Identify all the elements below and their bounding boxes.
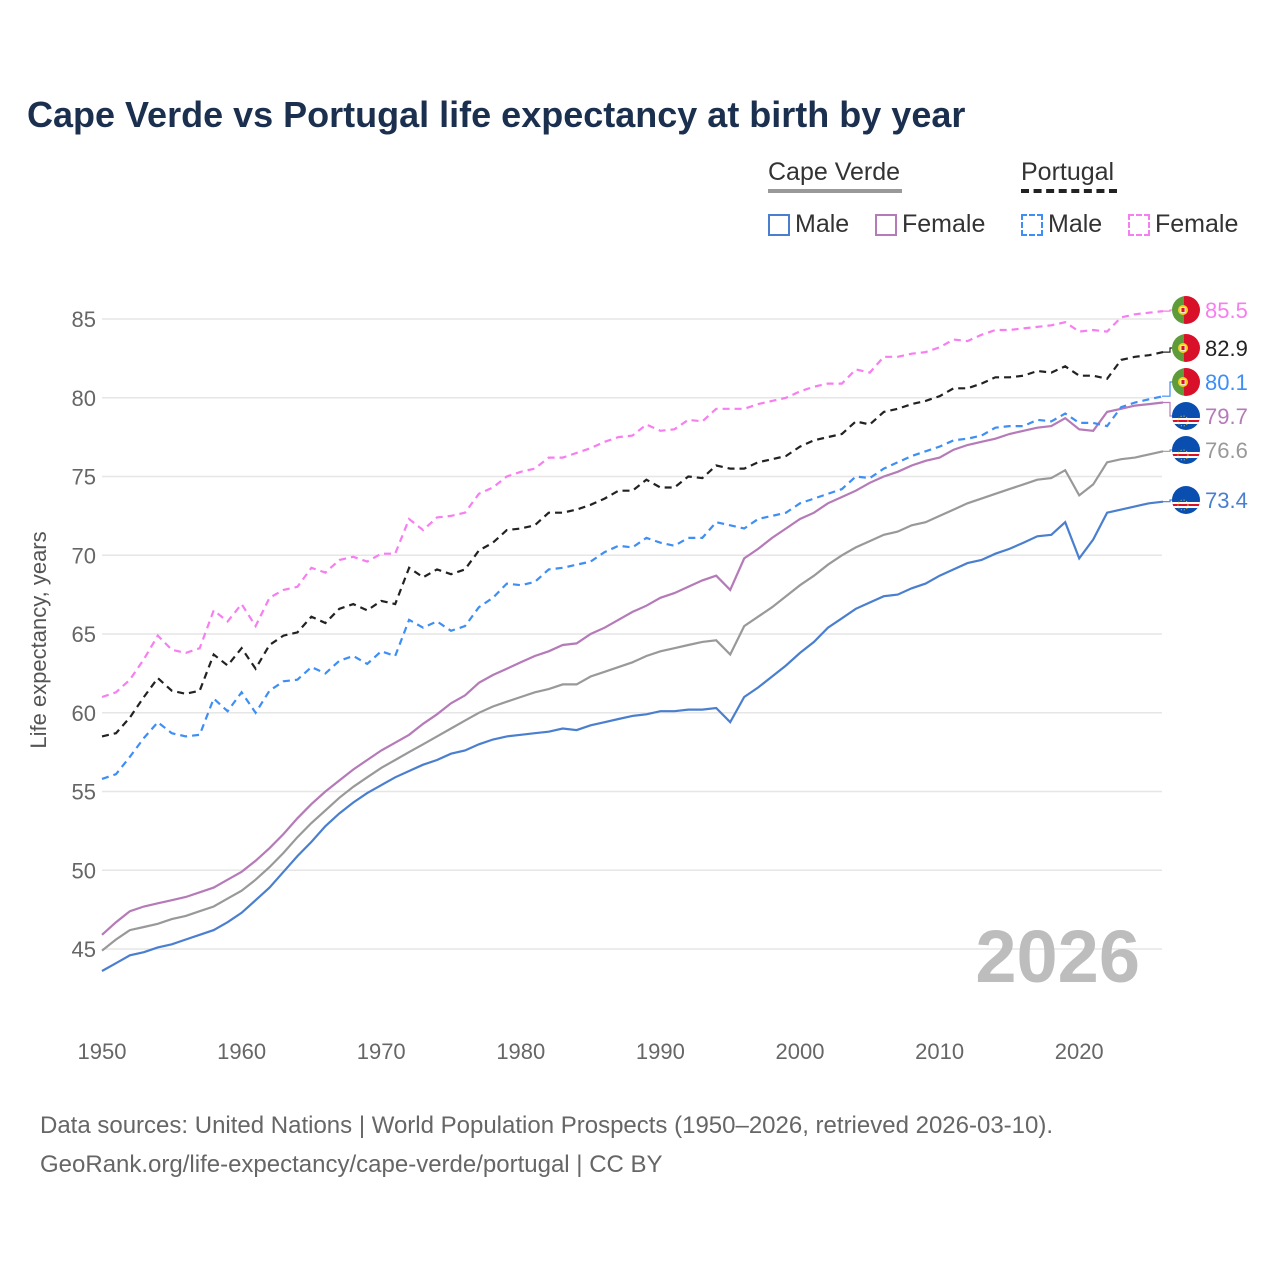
legend-label: Male bbox=[795, 210, 850, 238]
x-tick-label: 2000 bbox=[776, 1039, 825, 1064]
x-tick-label: 2020 bbox=[1055, 1039, 1104, 1064]
legend-swatch bbox=[875, 213, 897, 236]
year-watermark: 2026 bbox=[975, 915, 1140, 998]
y-tick-label: 60 bbox=[72, 701, 96, 726]
source-link[interactable]: GeoRank.org/life-expectancy/cape-verde/p… bbox=[40, 1151, 663, 1178]
x-tick-label: 1960 bbox=[217, 1039, 266, 1064]
legend-swatch bbox=[1021, 213, 1043, 236]
series-line-cv-male bbox=[101, 500, 1164, 972]
y-tick-label: 50 bbox=[72, 858, 96, 883]
x-tick-label: 1970 bbox=[357, 1039, 406, 1064]
series-line-pt-female bbox=[101, 310, 1164, 699]
y-tick-label: 70 bbox=[72, 543, 96, 568]
legend-group-portugal: Portugal bbox=[1021, 158, 1117, 193]
legend-label: Female bbox=[1155, 210, 1239, 238]
end-value-label-cv-total: 76.6 bbox=[1205, 438, 1248, 463]
series-line-cv-total bbox=[101, 450, 1164, 952]
y-tick-label: 75 bbox=[72, 465, 96, 490]
y-tick-label: 80 bbox=[72, 386, 96, 411]
y-tick-label: 55 bbox=[72, 780, 96, 805]
legend-group-cape-verde: Cape Verde bbox=[768, 158, 902, 193]
legend-swatch bbox=[768, 213, 790, 236]
cape-verde-flag-icon bbox=[1172, 486, 1200, 514]
x-tick-label: 2010 bbox=[915, 1039, 964, 1064]
x-tick-label: 1980 bbox=[496, 1039, 545, 1064]
y-axis-label: Life expectancy, years bbox=[26, 531, 51, 748]
legend-label: Female bbox=[902, 210, 986, 238]
legend-item-cv-male[interactable]: Male bbox=[768, 210, 849, 239]
portugal-flag-icon bbox=[1172, 296, 1200, 324]
end-value-label-pt-male: 80.1 bbox=[1205, 370, 1248, 395]
portugal-flag-icon bbox=[1172, 334, 1200, 362]
end-value-label-pt-female: 85.5 bbox=[1205, 298, 1248, 323]
y-tick-label: 45 bbox=[72, 937, 96, 962]
x-tick-label: 1950 bbox=[78, 1039, 127, 1064]
legend-item-pt-female[interactable]: Female bbox=[1128, 210, 1238, 239]
footer: Data sources: United Nations | World Pop… bbox=[40, 1106, 1053, 1184]
y-tick-label: 85 bbox=[72, 307, 96, 332]
data-source: Data sources: United Nations | World Pop… bbox=[40, 1112, 1054, 1139]
y-tick-label: 65 bbox=[72, 622, 96, 647]
cape-verde-flag-icon bbox=[1172, 436, 1200, 464]
legend-swatch bbox=[1128, 213, 1150, 236]
series-line-cv-female bbox=[101, 401, 1164, 936]
x-tick-label: 1990 bbox=[636, 1039, 685, 1064]
legend-item-pt-male[interactable]: Male bbox=[1021, 210, 1102, 239]
end-value-label-pt-total: 82.9 bbox=[1205, 336, 1248, 361]
chart-title: Cape Verde vs Portugal life expectancy a… bbox=[27, 94, 966, 135]
legend-item-cv-female[interactable]: Female bbox=[875, 210, 985, 239]
series-line-pt-male bbox=[101, 395, 1164, 780]
series-line-pt-total bbox=[101, 351, 1164, 738]
end-value-label-cv-male: 73.4 bbox=[1205, 488, 1248, 513]
portugal-flag-icon bbox=[1172, 368, 1200, 396]
cape-verde-flag-icon bbox=[1172, 402, 1200, 430]
legend-label: Male bbox=[1048, 210, 1103, 238]
end-value-label-cv-female: 79.7 bbox=[1205, 404, 1248, 429]
